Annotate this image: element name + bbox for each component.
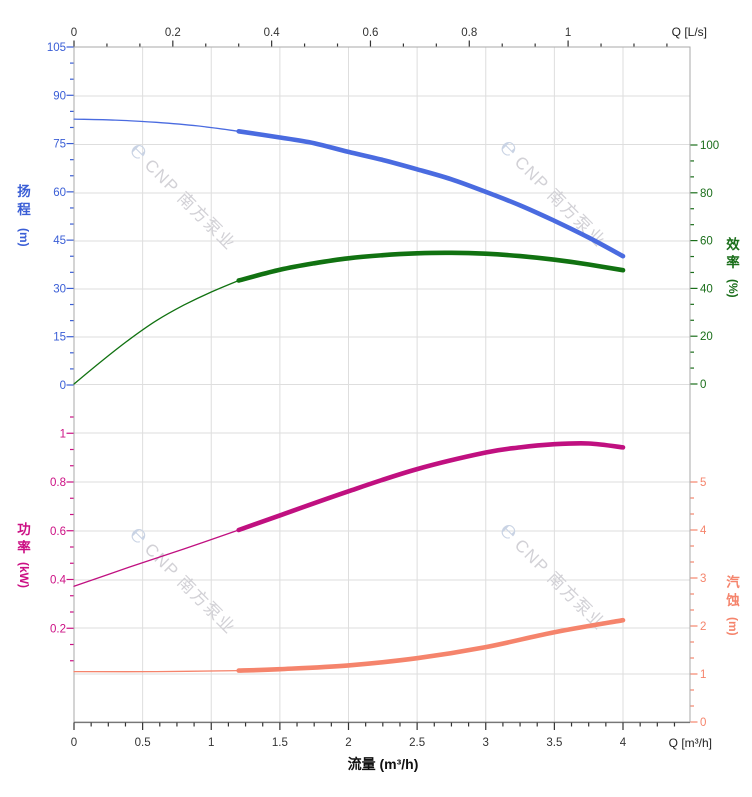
tick-label-npsh: 2 [700,621,706,633]
tick-label-flow-bottom: 1 [208,737,214,749]
tick-labels: 0 0.2 0.4 0.6 0.8 10 0.5 1 1.5 2 2.5 3 3.5 4105907560… [47,27,719,749]
watermark-text: CNP 南方泵业 [141,540,240,639]
curves [73,118,626,673]
watermark-text: CNP 南方泵业 [511,536,610,635]
tick-label-eff: 40 [700,283,713,295]
watermark-text: CNP 南方泵业 [141,156,240,255]
tick-label-flow-top: 0.4 [264,27,281,39]
tick-label-flow-top: 0 [71,27,77,39]
axis-title-head: 扬 [17,183,31,199]
tick-label-head: 75 [53,139,66,151]
tick-label-npsh: 0 [700,717,706,729]
tick-label-eff: 0 [700,379,706,391]
tick-label-power: 0.8 [50,477,66,489]
tick-label-flow-bottom: 2.5 [409,737,425,749]
tick-label-head: 45 [53,235,66,247]
tick-label-npsh: 4 [700,525,707,537]
tick-label-flow-bottom: 0 [71,737,77,749]
tick-label-power: 0.4 [50,575,67,587]
tick-label-power: 1 [60,428,66,440]
axis-ticks [66,40,698,730]
tick-label-eff: 100 [700,140,719,152]
gridlines [74,47,690,722]
tick-label-flow-bottom: 4 [620,737,627,749]
tick-label-flow-top: 1 [565,27,571,39]
tick-label-head: 30 [53,283,66,295]
npsh-curve-thin [73,669,240,673]
tick-label-head: 90 [53,90,66,102]
power-curve-thin [73,529,240,587]
axis-title-npsh: 汽 [726,574,740,590]
watermark-text: CNP 南方泵业 [511,153,610,252]
axis-title-power: 率 [17,539,31,555]
power-curve-thick [236,441,626,533]
tick-label-flow-bottom: 1.5 [272,737,288,749]
tick-label-flow-top: 0.8 [461,27,477,39]
axis-titles: 扬程(m)功率(kW)效率(%)汽蚀(m) [17,183,740,636]
axis-unit-eff: (%) [726,279,740,298]
axis-unit-head: (m) [17,228,31,247]
bottom-axis-unit-label: Q [m³/h] [669,736,712,750]
axis-title-head: 程 [17,202,31,217]
flow-axis-title: 流量 (m³/h) [348,756,419,772]
tick-label-flow-bottom: 3 [483,737,489,749]
tick-label-npsh: 1 [700,669,706,681]
axis-unit-npsh: (m) [726,617,740,636]
tick-label-head: 0 [60,380,66,392]
axis-title-eff: 效 [726,236,740,252]
axis-unit-power: (kW) [17,562,31,588]
head-curve-thick [236,129,626,259]
tick-label-flow-bottom: 0.5 [135,737,151,749]
watermarks: ℮CNP 南方泵业℮CNP 南方泵业℮CNP 南方泵业℮CNP 南方泵业 [124,132,610,639]
tick-label-head: 15 [53,332,66,344]
tick-label-flow-bottom: 2 [345,737,351,749]
tick-label-eff: 60 [700,236,713,248]
axis-title-eff: 率 [726,254,740,270]
tick-label-npsh: 3 [700,573,706,585]
tick-label-power: 0.2 [50,623,66,635]
tick-label-flow-top: 0.6 [362,27,378,39]
tick-label-npsh: 5 [700,477,706,489]
tick-label-eff: 80 [700,188,713,200]
head-curve-thin [73,118,240,132]
axis-title-power: 功 [17,522,31,537]
tick-label-flow-bottom: 3.5 [546,737,562,749]
tick-label-power: 0.6 [50,526,66,538]
efficiency-curve-thin [73,279,240,385]
npsh-curve-thick [236,617,626,673]
tick-label-head: 60 [53,187,66,199]
top-axis-unit-label: Q [L/s] [672,25,707,39]
tick-label-flow-top: 0.2 [165,27,181,39]
efficiency-curve-thick [236,250,626,283]
tick-label-head: 105 [47,42,66,54]
tick-label-eff: 20 [700,331,713,343]
axis-title-npsh: 蚀 [725,592,740,608]
